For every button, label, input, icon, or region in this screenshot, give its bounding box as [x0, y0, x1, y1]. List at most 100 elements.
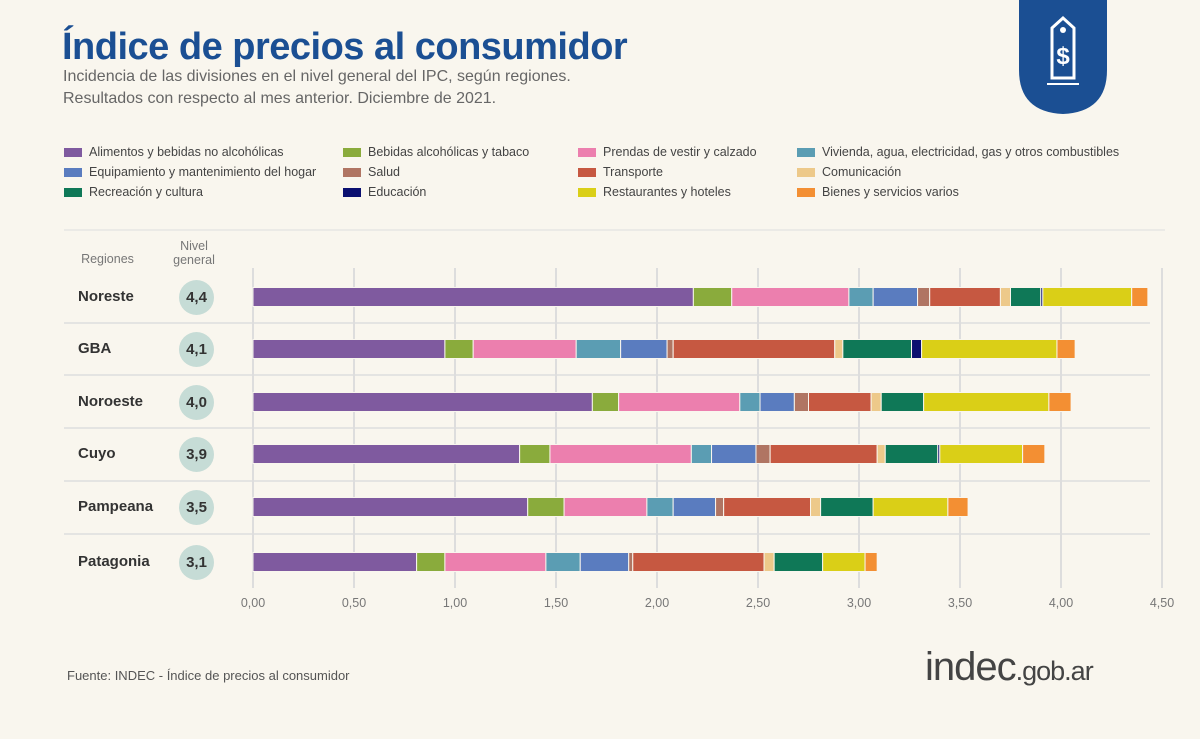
- bar-segment: [549, 444, 692, 464]
- bar-segment: [715, 497, 725, 517]
- x-tick-label: 4,50: [1149, 596, 1175, 610]
- bar-segment: [711, 444, 757, 464]
- bar-segment: [820, 497, 874, 517]
- legend-item: Comunicación: [797, 165, 901, 179]
- subtitle: Incidencia de las divisiones en el nivel…: [63, 68, 571, 85]
- legend-item: Salud: [343, 165, 400, 179]
- x-tick-label: 0,50: [341, 596, 367, 610]
- legend-item: Prendas de vestir y calzado: [578, 145, 757, 159]
- bar-segment: [252, 339, 446, 359]
- bar-segment: [848, 287, 874, 307]
- bar-segment: [769, 444, 878, 464]
- legend-item: Educación: [343, 185, 426, 199]
- x-tick-label: 3,00: [846, 596, 872, 610]
- bar-segment: [632, 552, 765, 572]
- legend-swatch: [797, 147, 815, 157]
- bar-segment: [519, 444, 551, 464]
- bar-segment: [444, 552, 547, 572]
- legend-label: Salud: [368, 165, 400, 179]
- bar-segment: [842, 339, 913, 359]
- legend-swatch: [343, 147, 361, 157]
- bar-segment: [872, 287, 919, 307]
- legend-item: Equipamiento y mantenimiento del hogar: [64, 165, 316, 179]
- legend-label: Vivienda, agua, electricidad, gas y otro…: [822, 145, 1120, 159]
- bar-segment: [723, 497, 812, 517]
- x-tick-label: 1,00: [442, 596, 468, 610]
- bar-segment: [947, 497, 969, 517]
- bar-segment: [416, 552, 446, 572]
- bar-segment: [808, 392, 872, 412]
- legend-label: Equipamiento y mantenimiento del hogar: [89, 165, 317, 179]
- general-level-badge: 3,1: [179, 545, 214, 580]
- x-tick-label: 3,50: [947, 596, 973, 610]
- region-label: Cuyo: [78, 445, 116, 462]
- region-label: Noroeste: [78, 393, 144, 410]
- bar-segment: [1022, 444, 1046, 464]
- bar-segment: [822, 552, 866, 572]
- bar-segment: [252, 497, 529, 517]
- bar-segment: [472, 339, 577, 359]
- bar-segment: [1042, 287, 1133, 307]
- bar-segment: [252, 444, 521, 464]
- bar-segment: [666, 339, 674, 359]
- legend-swatch: [797, 167, 815, 177]
- legend-label: Bienes y servicios varios: [822, 185, 959, 199]
- legend-swatch: [797, 187, 815, 197]
- bar-segment: [1010, 287, 1042, 307]
- bar-segment: [939, 444, 1024, 464]
- bar-segment: [579, 552, 630, 572]
- legend-label: Bebidas alcohólicas y tabaco: [368, 145, 530, 159]
- bar-segment: [252, 392, 593, 412]
- legend-item: Restaurantes y hoteles: [578, 185, 731, 199]
- bar-segment: [793, 392, 809, 412]
- bar-segment: [731, 287, 850, 307]
- bar-segment: [917, 287, 931, 307]
- legend-label: Prendas de vestir y calzado: [603, 145, 757, 159]
- legend-swatch: [578, 187, 596, 197]
- bar-segment: [1056, 339, 1076, 359]
- source-note: Fuente: INDEC - Índice de precios al con…: [67, 668, 350, 683]
- bar-segment: [872, 497, 949, 517]
- bar-segment: [755, 444, 771, 464]
- general-level-badge: 4,4: [179, 280, 214, 315]
- legend-item: Vivienda, agua, electricidad, gas y otro…: [797, 145, 1119, 159]
- legend-swatch: [64, 167, 82, 177]
- indec-logo: indec.gob.ar: [925, 645, 1094, 689]
- bar-segment: [672, 339, 836, 359]
- bar-segment: [864, 552, 878, 572]
- legend-label: Comunicación: [822, 165, 902, 179]
- x-tick-label: 2,50: [745, 596, 771, 610]
- bar-segment: [618, 392, 741, 412]
- regions-header: Regiones: [81, 252, 134, 266]
- x-tick-label: 0,00: [240, 596, 266, 610]
- legend-label: Transporte: [603, 165, 663, 179]
- bar-segment: [591, 392, 620, 412]
- legend-item: Transporte: [578, 165, 663, 179]
- bar-segment: [759, 392, 795, 412]
- bar-segment: [999, 287, 1012, 307]
- page-title: Índice de precios al consumidor: [62, 26, 628, 68]
- legend-label: Alimentos y bebidas no alcohólicas: [89, 145, 284, 159]
- bar-segment: [672, 497, 717, 517]
- region-label: GBA: [78, 340, 112, 357]
- bar-segment: [876, 444, 886, 464]
- bar-segment: [810, 497, 822, 517]
- bar-segment: [527, 497, 565, 517]
- bar-segment: [646, 497, 674, 517]
- bar-segment: [692, 287, 733, 307]
- bar-segment: [921, 339, 1058, 359]
- bar-segment: [444, 339, 474, 359]
- indec-price-tag-dollar-icon: $: [1019, 0, 1107, 114]
- bar-segment: [690, 444, 713, 464]
- bar-segment: [929, 287, 1001, 307]
- bar-segment: [870, 392, 882, 412]
- bar-segment: [1048, 392, 1072, 412]
- legend-item: Bienes y servicios varios: [797, 185, 959, 199]
- legend-item: Recreación y cultura: [64, 185, 203, 199]
- bar-segment: [884, 444, 939, 464]
- bar-segment: [739, 392, 761, 412]
- legend-label: Educación: [368, 185, 427, 199]
- legend-swatch: [343, 187, 361, 197]
- general-level-badge: 3,9: [179, 437, 214, 472]
- bar-segment: [834, 339, 844, 359]
